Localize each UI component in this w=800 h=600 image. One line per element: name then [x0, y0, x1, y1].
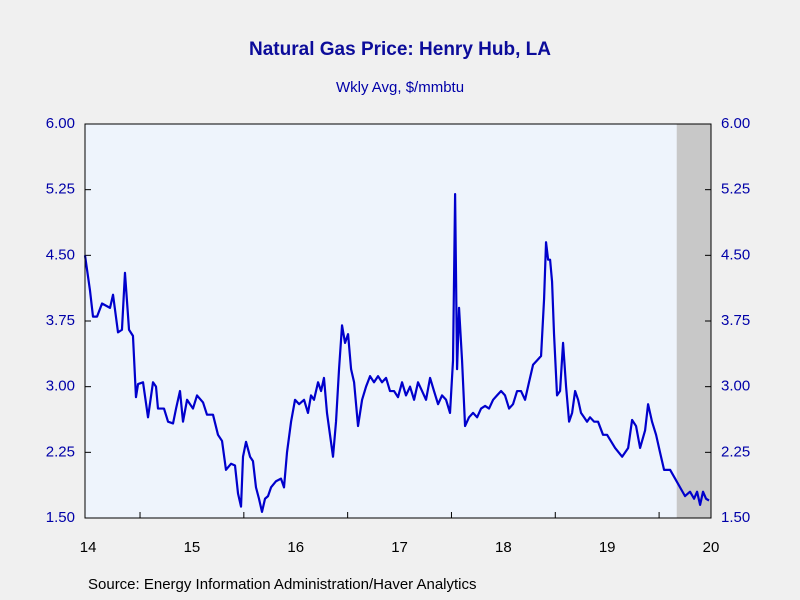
- x-tick-label: 18: [495, 539, 512, 556]
- x-tick-label: 16: [287, 539, 304, 556]
- y2-tick-label: 3.00: [721, 378, 750, 395]
- y-tick-label: 4.50: [46, 246, 75, 263]
- price-line: [83, 192, 710, 513]
- y-tick-label: 1.50: [46, 509, 75, 526]
- y2-tick-label: 3.75: [721, 312, 750, 329]
- plot-area: [85, 124, 711, 518]
- y2-tick-label: 1.50: [721, 509, 750, 526]
- y-tick-label: 5.25: [46, 181, 75, 198]
- x-tick-label: 19: [599, 539, 616, 556]
- y-tick-label: 2.25: [46, 443, 75, 460]
- source-note: Source: Energy Information Administratio…: [88, 576, 477, 593]
- y2-tick-label: 2.25: [721, 443, 750, 460]
- x-tick-label: 20: [703, 539, 720, 556]
- y-tick-label: 3.00: [46, 378, 75, 395]
- x-tick-label: 17: [391, 539, 408, 556]
- y2-tick-label: 6.00: [721, 115, 750, 132]
- y2-tick-label: 4.50: [721, 246, 750, 263]
- plot-frame: [84, 123, 712, 519]
- y-tick-label: 6.00: [46, 115, 75, 132]
- y-tick-label: 3.75: [46, 312, 75, 329]
- y2-tick-label: 5.25: [721, 181, 750, 198]
- x-tick-label: 14: [80, 539, 97, 556]
- chart-title: Natural Gas Price: Henry Hub, LA: [249, 39, 551, 60]
- chart-subtitle: Wkly Avg, $/mmbtu: [336, 79, 464, 96]
- x-tick-label: 15: [184, 539, 201, 556]
